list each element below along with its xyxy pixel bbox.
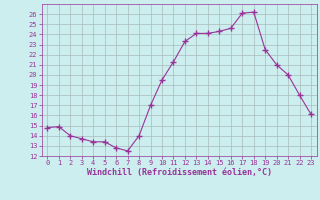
X-axis label: Windchill (Refroidissement éolien,°C): Windchill (Refroidissement éolien,°C) bbox=[87, 168, 272, 177]
